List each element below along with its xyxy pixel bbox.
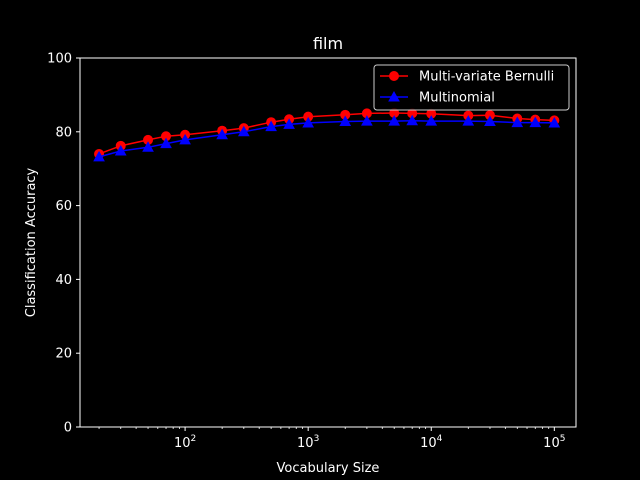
- data-point-series-2: [548, 116, 561, 128]
- x-tick-label: 104: [420, 434, 443, 451]
- data-point-series-2: [484, 115, 496, 126]
- data-point-series-2: [237, 125, 250, 137]
- data-point-series-2: [216, 128, 228, 140]
- x-tick-label: 103: [297, 434, 319, 451]
- data-point-series-2: [529, 116, 542, 128]
- x-tick-label-exponent: 3: [314, 434, 320, 444]
- data-point-series-2: [339, 115, 352, 126]
- data-point-series-2: [361, 115, 373, 126]
- x-tick-label: 105: [543, 434, 565, 451]
- legend-label-2: Multinomial: [419, 91, 495, 106]
- legend-box: [373, 64, 570, 111]
- y-tick-label: 0: [64, 421, 72, 436]
- legend-marker-2: [388, 90, 400, 102]
- y-tick-label: 40: [55, 273, 72, 288]
- x-tick-label-base: 10: [174, 436, 191, 451]
- x-tick-label-exponent: 5: [560, 434, 566, 444]
- x-tick-label-base: 10: [420, 436, 437, 451]
- series-line-2: [98, 119, 555, 158]
- data-point-series-2: [462, 115, 475, 126]
- data-point-series-2: [406, 114, 419, 126]
- data-point-series-2: [511, 116, 524, 128]
- legend-label-1: Multi-variate Bernulli: [419, 70, 554, 85]
- data-point-series-2: [160, 137, 172, 149]
- data-point-series-2: [142, 141, 154, 152]
- data-point-series-2: [302, 116, 315, 128]
- data-point-series-2: [179, 133, 191, 145]
- x-tick-label-base: 10: [543, 436, 560, 451]
- y-tick-label: 20: [55, 347, 72, 362]
- y-tick-label: 60: [55, 199, 72, 214]
- data-point-series-2: [425, 115, 438, 126]
- chart-title: film: [313, 34, 343, 53]
- data-point-series-2: [388, 115, 401, 126]
- x-tick-label-exponent: 2: [190, 434, 196, 444]
- data-point-series-2: [283, 118, 295, 129]
- x-tick-label: 102: [174, 434, 196, 451]
- axes-frame: [79, 57, 577, 428]
- y-tick-label: 100: [47, 52, 72, 67]
- data-point-series-2: [114, 144, 127, 156]
- legend-marker-1: [389, 71, 399, 81]
- x-tick-label-base: 10: [297, 436, 314, 451]
- legend: Multi-variate Bernulli Multinomial: [373, 64, 570, 111]
- y-tick-label: 80: [55, 125, 72, 140]
- data-point-series-2: [93, 150, 105, 162]
- x-tick-label-exponent: 4: [437, 434, 443, 444]
- y-axis-label: Classification Accuracy: [24, 167, 39, 317]
- x-axis-label: Vocabulary Size: [277, 461, 380, 476]
- data-point-series-2: [265, 120, 277, 132]
